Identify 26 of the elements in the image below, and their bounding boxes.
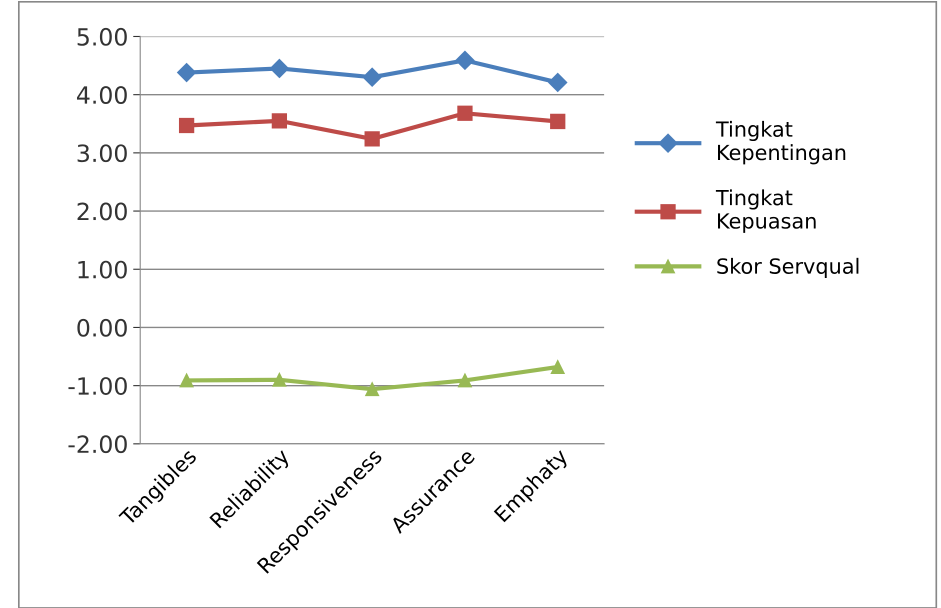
point (458, 373, 472, 388)
y-tick-label: 2.00 (78, 202, 127, 220)
point (550, 114, 566, 130)
point (270, 58, 289, 78)
point (272, 372, 286, 387)
point (548, 72, 568, 92)
point (457, 106, 473, 121)
y-tick-label: -2.00 (68, 435, 127, 454)
point (272, 113, 288, 128)
y-tick-label: 3.00 (78, 144, 127, 162)
legend-label: Skor Servqual (717, 258, 858, 278)
point (455, 50, 474, 70)
legend-label: Tingkat Kepuasan (716, 189, 816, 233)
point (180, 373, 194, 388)
point (362, 68, 382, 87)
y-tick-label: 5.00 (78, 28, 127, 46)
y-tick-label: -1.00 (68, 377, 127, 395)
y-tick-label: 1.00 (78, 260, 127, 279)
y-tick-label: 4.00 (76, 86, 127, 104)
point (365, 382, 380, 396)
point (550, 360, 565, 374)
point (364, 131, 380, 147)
y-tick-label: 0.00 (77, 318, 127, 337)
legend-label: Tingkat Kepentingan (716, 120, 846, 164)
point (178, 118, 194, 134)
point (177, 63, 196, 82)
